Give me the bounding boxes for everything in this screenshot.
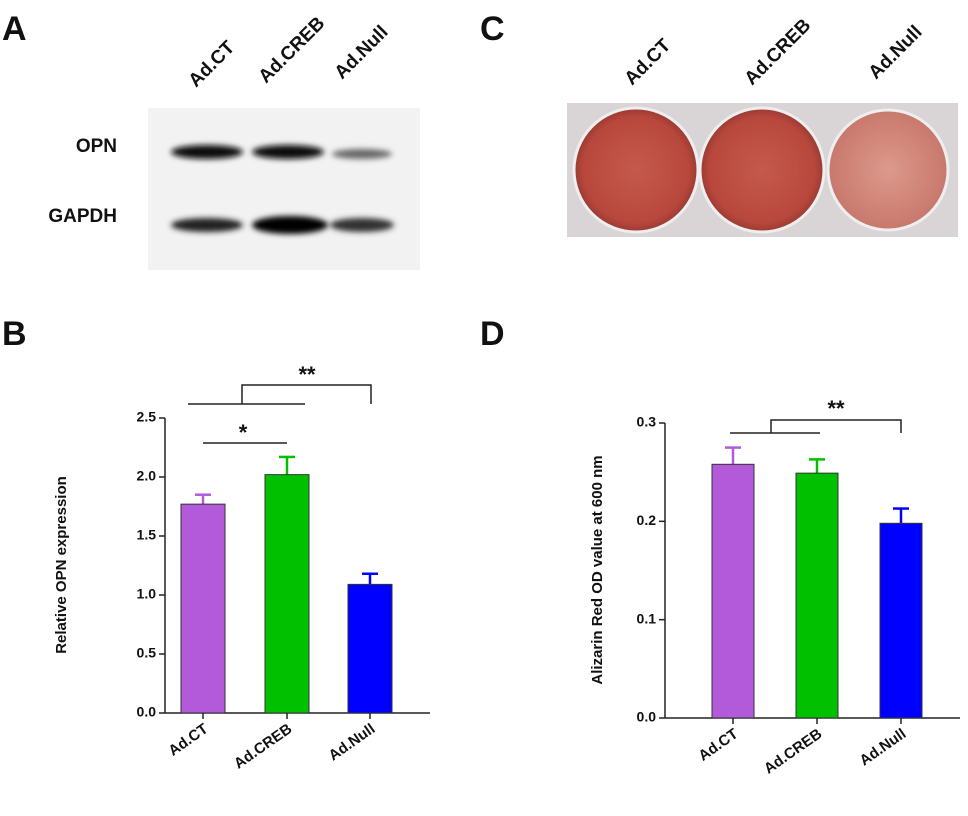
lane-label: Ad.CT <box>185 37 240 92</box>
sig-mark: * <box>239 420 248 445</box>
y-tick-label: 2.0 <box>137 468 157 484</box>
y-tick-label: 2.5 <box>137 409 157 425</box>
x-tick-label: Ad.CREB <box>231 720 295 772</box>
lane-label: Ad.CREB <box>255 13 330 88</box>
well <box>826 108 950 232</box>
panel-letter: C <box>480 10 505 48</box>
y-tick-label: 0.0 <box>637 709 657 725</box>
y-tick-label: 1.5 <box>137 527 157 543</box>
panel-letter: A <box>2 10 27 48</box>
y-tick-label: 0.5 <box>137 645 157 661</box>
y-tick-label: 0.3 <box>637 414 657 430</box>
bar <box>795 472 839 719</box>
sig-bracket <box>188 384 372 444</box>
row-label: OPN <box>76 136 117 157</box>
well-label: Ad.CREB <box>741 15 816 90</box>
lane-label: Ad.Null <box>331 22 393 84</box>
sig-mark: ** <box>298 362 316 387</box>
well <box>572 106 700 234</box>
panel-letter: D <box>480 315 505 353</box>
bar <box>711 463 755 719</box>
sig-mark: ** <box>827 396 845 421</box>
well-label: Ad.CT <box>621 35 676 90</box>
y-tick-label: 1.0 <box>137 586 157 602</box>
y-tick-label: 0.0 <box>137 704 157 720</box>
row-label: GAPDH <box>48 206 117 227</box>
y-axis-label: Alizarin Red OD value at 600 nm <box>589 455 606 684</box>
well-label: Ad.Null <box>865 22 927 84</box>
bar <box>180 503 226 714</box>
blot <box>148 108 420 270</box>
y-tick-label: 0.1 <box>637 610 657 626</box>
bar <box>347 583 393 714</box>
x-tick-label: Ad.Null <box>857 725 910 769</box>
y-axis-label: Relative OPN expression <box>53 476 70 654</box>
panel-letter: B <box>2 315 27 353</box>
well <box>698 106 826 234</box>
x-tick-label: Ad.CT <box>165 720 211 759</box>
x-tick-label: Ad.CT <box>695 725 741 764</box>
blot-bands <box>171 145 394 234</box>
sig-bracket <box>730 419 902 434</box>
x-tick-label: Ad.CREB <box>761 725 825 777</box>
x-tick-label: Ad.Null <box>326 720 379 764</box>
y-tick-label: 0.2 <box>637 512 657 528</box>
bar <box>879 522 923 719</box>
bar <box>264 474 310 714</box>
